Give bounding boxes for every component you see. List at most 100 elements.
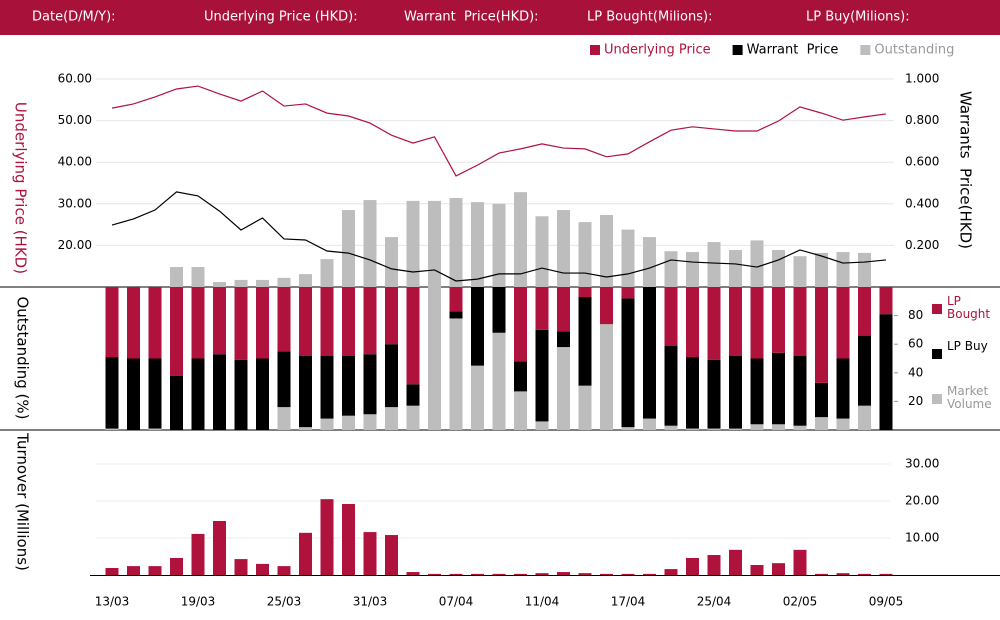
y-tick-label: 20.00 xyxy=(58,238,92,252)
bar xyxy=(772,249,785,287)
bar-segment xyxy=(815,417,828,430)
y2-tick-label: 0.800 xyxy=(905,113,939,127)
bar-segment xyxy=(428,287,441,430)
y-axis-title: Turnover (Millions) xyxy=(14,432,32,571)
legend-label: Market Volume xyxy=(947,384,992,411)
bar xyxy=(836,573,850,575)
bar-segment xyxy=(729,287,742,356)
bar xyxy=(664,569,678,575)
bar-segment xyxy=(277,287,291,352)
bar xyxy=(406,200,420,287)
bar xyxy=(105,567,119,575)
bar-segment xyxy=(191,287,205,359)
bar xyxy=(578,222,592,287)
bar-segment xyxy=(858,335,871,406)
y-tick-label: 20 xyxy=(908,394,923,408)
bar-segment xyxy=(707,428,721,430)
bar xyxy=(514,192,527,287)
bar-segment xyxy=(793,287,807,356)
bar xyxy=(471,573,484,575)
bar-segment xyxy=(213,287,226,355)
header-label: Underlying Price (HKD): xyxy=(204,10,358,25)
bar-segment xyxy=(815,287,828,383)
bar xyxy=(277,277,291,287)
bar-segment xyxy=(836,418,850,430)
y-tick-label: 80 xyxy=(908,308,923,322)
legend-label: Outstanding xyxy=(874,43,954,58)
bar xyxy=(428,573,441,575)
bar xyxy=(879,573,893,575)
bar xyxy=(600,215,613,287)
legend-swatch xyxy=(732,45,743,55)
y-tick-label: 30.00 xyxy=(905,457,939,471)
bar xyxy=(342,210,355,287)
bar xyxy=(793,549,807,575)
bar-segment xyxy=(471,365,484,430)
bar xyxy=(643,573,656,575)
bar-segment xyxy=(750,358,764,425)
bar-segment xyxy=(363,287,377,355)
bar xyxy=(363,200,377,287)
y-tick-label: 30.00 xyxy=(58,196,92,210)
bar-segment xyxy=(492,332,506,430)
bar xyxy=(535,573,549,575)
bar-segment xyxy=(363,354,377,415)
header-label: Warrant Price(HKD): xyxy=(404,10,539,25)
bar xyxy=(148,566,162,575)
bar xyxy=(686,252,699,287)
bar-segment xyxy=(148,428,162,430)
bar-segment xyxy=(578,385,592,430)
bar-segment xyxy=(449,311,463,319)
bar-segment xyxy=(535,421,549,430)
bar xyxy=(363,532,377,575)
legend-swatch xyxy=(860,45,871,55)
bar-segment xyxy=(815,382,828,418)
y2-tick-label: 0.200 xyxy=(905,238,939,252)
bar-segment xyxy=(750,287,764,359)
header-label: Date(D/M/Y): xyxy=(32,10,116,25)
bar-segment xyxy=(406,384,420,406)
bar xyxy=(299,532,312,575)
bar-segment xyxy=(320,418,334,430)
bar xyxy=(256,279,269,287)
bar-segment xyxy=(879,287,893,315)
bar-segment xyxy=(299,355,312,428)
bar xyxy=(256,563,269,575)
bar-segment xyxy=(557,287,570,332)
bar-segment xyxy=(729,428,742,430)
bar xyxy=(729,549,742,575)
bar-segment xyxy=(385,407,398,430)
bar-segment xyxy=(686,357,699,429)
bar xyxy=(191,533,205,575)
bar-segment xyxy=(836,287,850,359)
legend-item: LP Bought xyxy=(932,295,997,321)
bar-segment xyxy=(514,361,527,392)
bar-segment xyxy=(664,425,678,430)
bar xyxy=(793,256,807,287)
bar xyxy=(750,240,764,287)
bar-segment xyxy=(578,297,592,386)
bar-segment xyxy=(299,427,312,430)
y-tick-label: 40.00 xyxy=(58,155,92,169)
header-label: LP Buy(Milions): xyxy=(806,10,910,25)
bar-segment xyxy=(686,287,699,358)
bar xyxy=(320,259,334,287)
bar-segment xyxy=(858,287,871,336)
bar-segment xyxy=(772,287,785,353)
header-label: LP Bought(Milions): xyxy=(587,10,712,25)
x-tick-label: 19/03 xyxy=(181,595,216,609)
y-tick-label: 50.00 xyxy=(58,113,92,127)
bar-segment xyxy=(105,428,119,430)
bar xyxy=(234,559,248,575)
bar-segment xyxy=(686,428,699,430)
bar-segment xyxy=(514,391,527,430)
bar-segment xyxy=(105,357,119,429)
bar xyxy=(557,572,570,575)
bar-segment xyxy=(277,351,291,408)
bar xyxy=(385,535,398,575)
bar xyxy=(600,573,613,575)
x-tick-label: 25/03 xyxy=(267,595,302,609)
bar-segment xyxy=(342,415,355,430)
